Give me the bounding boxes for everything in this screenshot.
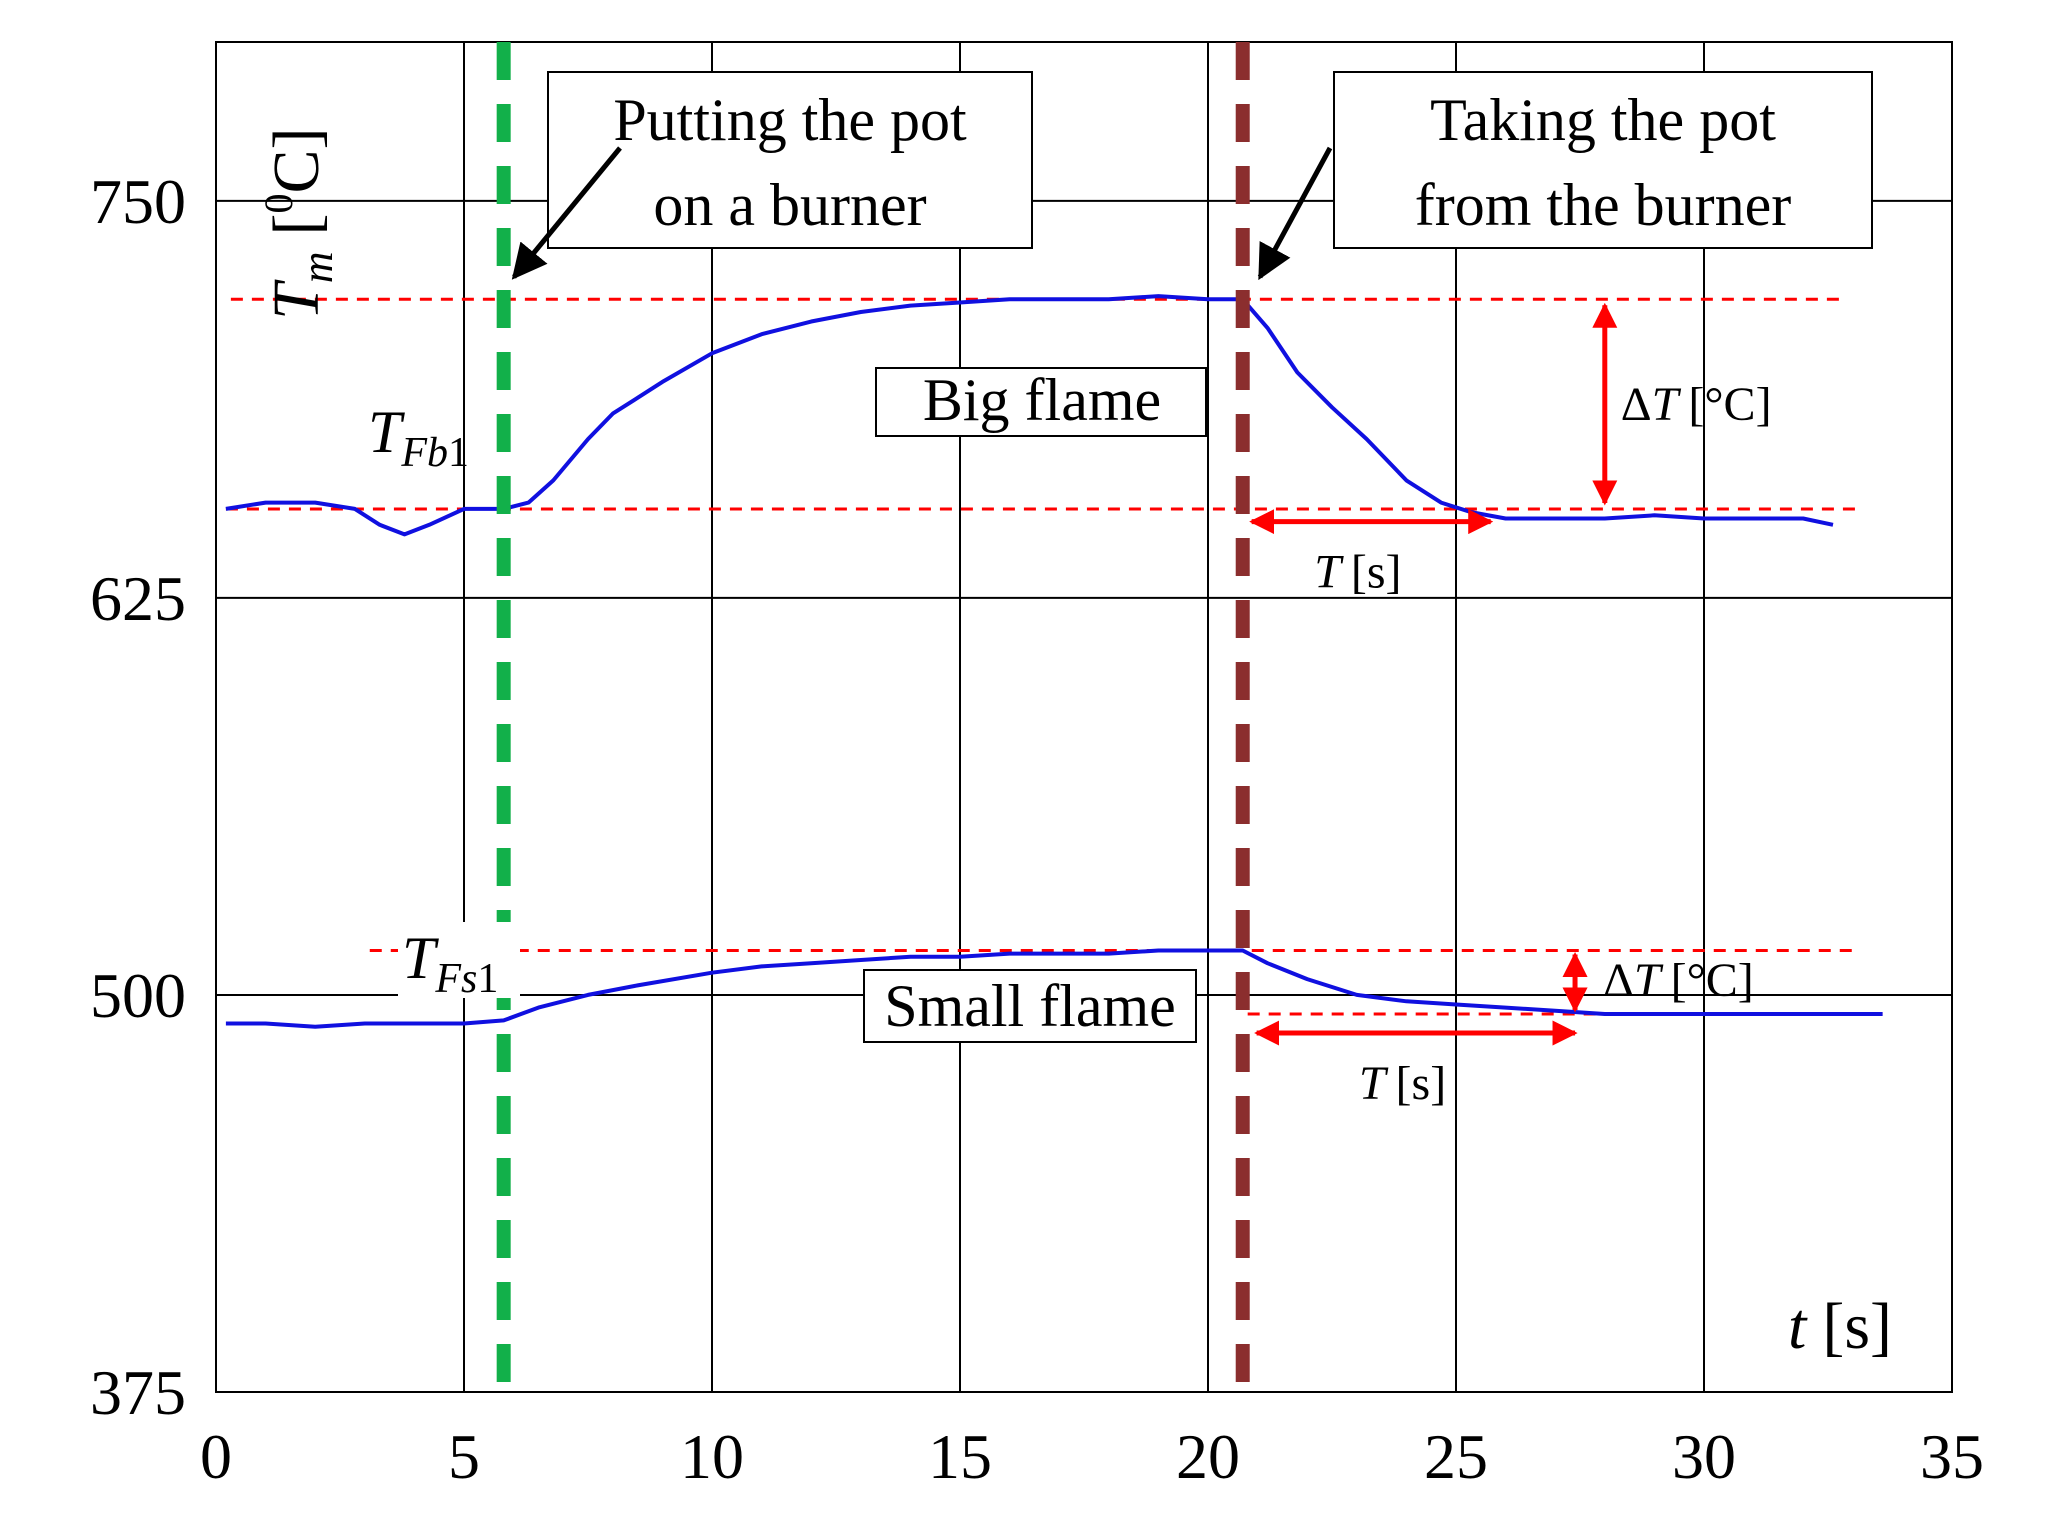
callout-off-line2: from the burner bbox=[1415, 172, 1792, 238]
series-line-small-flame bbox=[225, 948, 1883, 1029]
ref-label-tfs1: TFs1 bbox=[402, 925, 498, 1002]
big-flame-text: Big flame bbox=[923, 367, 1161, 433]
series-line-big-flame bbox=[225, 294, 1834, 537]
x-tick-label-30: 30 bbox=[1672, 1421, 1736, 1492]
ref-label-tfs1-bg bbox=[398, 922, 520, 998]
callout-off-arrow bbox=[1257, 146, 1333, 281]
big-flame-box bbox=[875, 367, 1207, 437]
small-dT-label: ΔT [°C] bbox=[1603, 954, 1754, 1007]
small-flame-label: Small flame bbox=[863, 969, 1197, 1043]
callout-on-line1: Putting the pot bbox=[613, 87, 967, 153]
small-flame-measures: ΔT [°C] T [s] bbox=[1254, 951, 1754, 1110]
y-tick-label-375: 375 bbox=[90, 1357, 186, 1428]
event-callout-off: Taking the pot from the burner bbox=[1257, 71, 1873, 281]
callout-off-line1: Taking the pot bbox=[1430, 87, 1776, 153]
ref-label-tfs1-group: TFs1 bbox=[398, 922, 520, 1002]
x-tick-label-25: 25 bbox=[1424, 1421, 1488, 1492]
x-axis-title: t [s] bbox=[1788, 1290, 1892, 1363]
series-lines bbox=[225, 294, 1883, 1029]
big-dT-label: ΔT [°C] bbox=[1621, 378, 1772, 431]
y-axis-title: Tm[0C] bbox=[256, 128, 342, 320]
event-callout-on: Putting the pot on a burner bbox=[511, 71, 1033, 280]
ref-label-tfb1: TFb1 bbox=[368, 399, 469, 476]
event-lines bbox=[496, 42, 1250, 1392]
x-tick-label-5: 5 bbox=[448, 1421, 480, 1492]
big-flame-label: Big flame bbox=[875, 367, 1207, 437]
x-tick-label-20: 20 bbox=[1176, 1421, 1240, 1492]
x-tick-label-35: 35 bbox=[1920, 1421, 1984, 1492]
small-period-label: T [s] bbox=[1359, 1057, 1446, 1110]
y-tick-label-500: 500 bbox=[90, 960, 186, 1031]
small-flame-box bbox=[863, 969, 1197, 1043]
callout-on-arrow bbox=[511, 146, 622, 280]
big-flame-measures: ΔT [°C] T [s] bbox=[1249, 302, 1772, 599]
tick-labels: 0 5 10 15 20 25 30 35 375 500 625 750 bbox=[90, 166, 1984, 1492]
big-period-label: T [s] bbox=[1314, 546, 1401, 599]
callout-box-off bbox=[1333, 71, 1873, 249]
x-tick-label-15: 15 bbox=[928, 1421, 992, 1492]
x-tick-label-10: 10 bbox=[680, 1421, 744, 1492]
callout-on-line2: on a burner bbox=[653, 172, 926, 238]
small-flame-text: Small flame bbox=[884, 973, 1176, 1039]
y-tick-label-625: 625 bbox=[90, 563, 186, 634]
x-tick-label-0: 0 bbox=[200, 1421, 232, 1492]
plot-frame bbox=[215, 41, 1953, 1393]
y-tick-label-750: 750 bbox=[90, 166, 186, 237]
callout-box-on bbox=[547, 71, 1033, 249]
